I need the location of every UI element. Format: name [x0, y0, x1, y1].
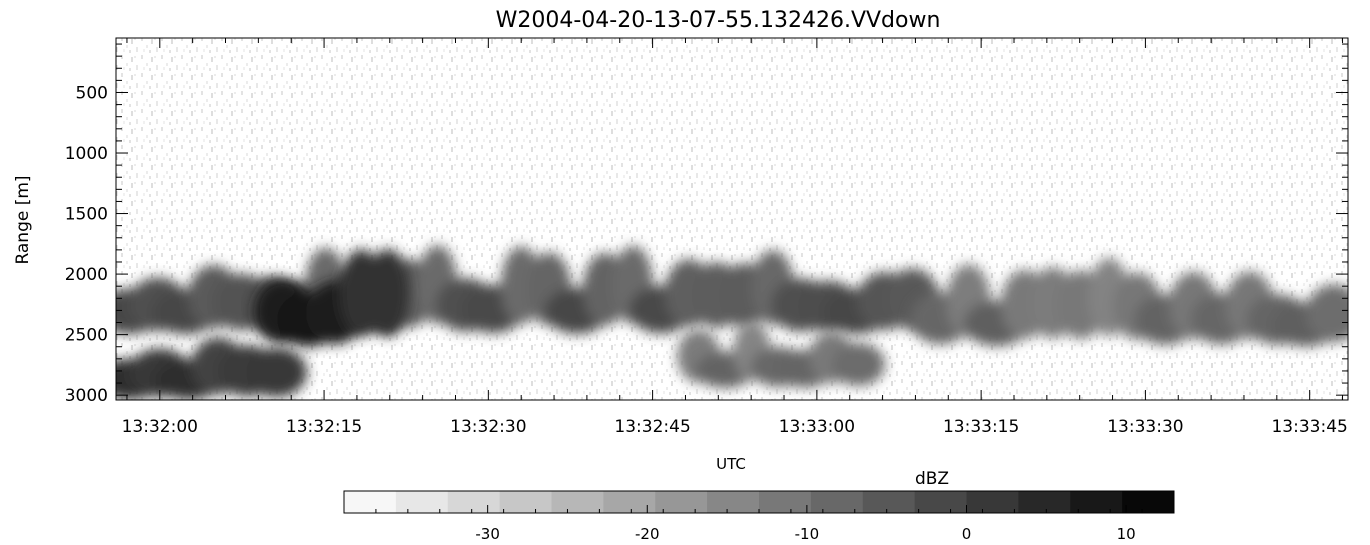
colorbar-segment [1018, 491, 1071, 513]
y-tick-label: 1000 [65, 144, 108, 164]
colorbar-segment [344, 491, 397, 513]
echo-lower-streaks [677, 321, 886, 388]
x-tick-label: 13:32:00 [122, 417, 198, 437]
colorbar-segment [914, 491, 967, 513]
colorbar-tick-label: 0 [962, 525, 972, 543]
colorbar-tick-label: -30 [475, 525, 500, 543]
echo-dense-core [253, 248, 410, 347]
colorbar: -30 -20 -10 0 10 [343, 490, 1175, 543]
colorbar-segment [395, 491, 449, 513]
y-tick-label: 500 [76, 83, 108, 103]
colorbar-segment [1122, 491, 1175, 513]
x-tick-label: 13:32:15 [286, 417, 362, 437]
echo-lower-left-layer [116, 337, 308, 400]
x-tick-label: 13:33:15 [943, 417, 1019, 437]
x-axis-label: UTC [716, 455, 746, 473]
y-tick-label: 3000 [65, 386, 108, 406]
x-tick-label: 13:32:45 [614, 417, 690, 437]
y-tick-label: 1500 [65, 205, 108, 225]
plot-area [116, 38, 1348, 400]
colorbar-segment [810, 491, 864, 513]
x-tick-label: 13:33:45 [1271, 417, 1347, 437]
chart-title: W2004-04-20-13-07-55.132426.VVdown [496, 8, 941, 33]
colorbar-segment [759, 491, 812, 513]
y-tick-label: 2500 [65, 326, 108, 346]
echo-regions [116, 245, 1348, 400]
echo-blob [365, 248, 410, 337]
colorbar-segment [551, 491, 604, 513]
echo-blob [1305, 284, 1348, 343]
colorbar-segment [447, 491, 501, 513]
plot-frame [115, 37, 1349, 401]
x-tick-label: 13:32:30 [450, 417, 526, 437]
x-tick-label: 13:33:30 [1107, 417, 1183, 437]
colorbar-tick-label: -20 [635, 525, 660, 543]
colorbar-segment [966, 491, 1019, 513]
y-axis-label: Range [m] [13, 175, 33, 264]
colorbar-segment [862, 491, 916, 513]
colorbar-segment [603, 491, 656, 513]
echo-cloud-band-right [909, 257, 1348, 347]
colorbar-segment [707, 491, 760, 513]
y-axis: 500 1000 1500 2000 2500 3000 [65, 43, 1348, 406]
colorbar-segment [655, 491, 708, 513]
x-tick-label: 13:33:00 [779, 417, 855, 437]
colorbar-label: dBZ [915, 469, 949, 489]
echo-blob [246, 347, 308, 397]
colorbar-segment [499, 491, 552, 513]
colorbar-tick-label: -10 [795, 525, 820, 543]
echo-blob [831, 342, 886, 386]
y-tick-label: 2000 [65, 265, 108, 285]
colorbar-segment [1070, 491, 1123, 513]
colorbar-tick-label: 10 [1117, 525, 1136, 543]
x-axis: 13:32:00 13:32:15 13:32:30 13:32:45 13:33:00… [122, 38, 1348, 437]
